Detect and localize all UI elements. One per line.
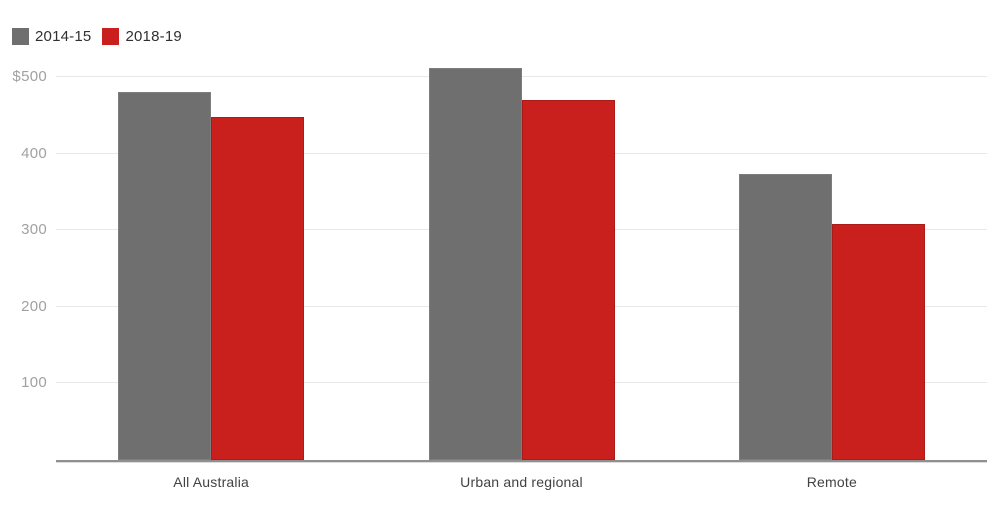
plot-area: [56, 0, 987, 460]
gridline-500: [56, 76, 987, 77]
legend-swatch-2014-15: [12, 28, 29, 45]
bar-2018-19-urban-and-regional: [521, 99, 615, 460]
x-axis-line: [56, 460, 987, 463]
legend-label-2018-19: 2018-19: [125, 28, 182, 45]
y-tick-label-100: 100: [21, 374, 47, 392]
x-tick-label-all-australia: All Australia: [173, 474, 250, 490]
y-tick-label-300: 300: [21, 221, 47, 239]
legend-item-2018-19: 2018-19: [102, 28, 182, 45]
bar-2014-15-remote: [738, 174, 832, 460]
y-tick-label-400: 400: [21, 144, 47, 162]
bar-2018-19-all-australia: [211, 116, 305, 460]
y-axis-labels: 100 200 300 400 $500: [0, 0, 47, 460]
y-tick-label-500: $500: [12, 68, 47, 85]
x-axis-labels: All Australia Urban and regional Remote: [56, 460, 987, 505]
legend-swatch-2018-19: [102, 28, 120, 45]
legend-item-2014-15: 2014-15: [12, 28, 91, 45]
bar-2014-15-urban-and-regional: [428, 67, 522, 460]
legend-label-2014-15: 2014-15: [35, 28, 92, 45]
bar-2018-19-remote: [831, 224, 925, 460]
x-tick-label-urban-and-regional: Urban and regional: [460, 474, 583, 490]
legend: 2014-15 2018-19: [12, 28, 193, 45]
y-tick-label-200: 200: [21, 297, 47, 315]
x-tick-label-remote: Remote: [806, 474, 857, 490]
bar-2014-15-all-australia: [118, 92, 212, 460]
